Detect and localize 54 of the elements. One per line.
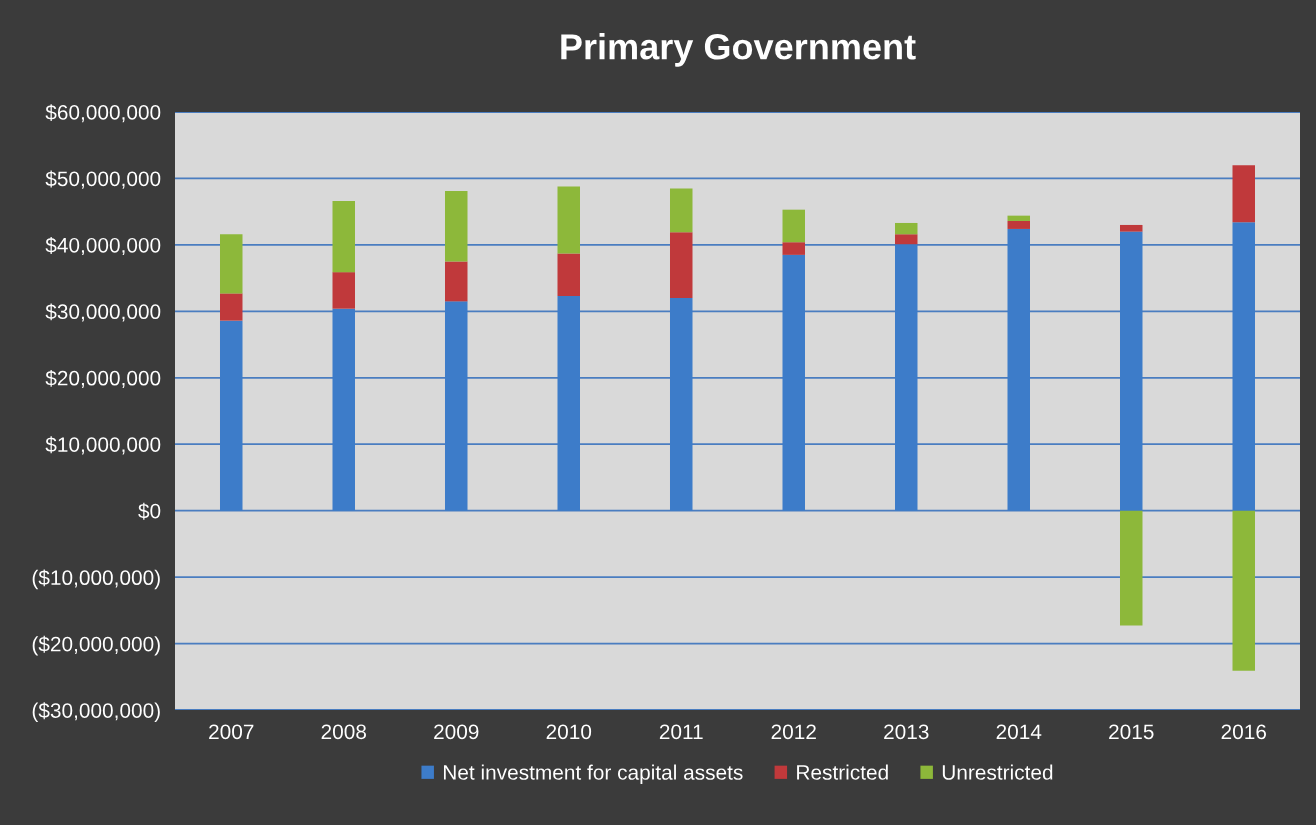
bar: [782, 254, 805, 511]
y-tick-label: $20,000,000: [45, 369, 161, 388]
y-tick-label: $40,000,000: [45, 237, 161, 256]
x-tick-label: 2007: [209, 724, 254, 740]
y-tick-label: $10,000,000: [45, 436, 161, 455]
bar: [1120, 510, 1143, 626]
bar: [1007, 228, 1030, 511]
bar: [445, 301, 468, 511]
bar: [445, 261, 468, 302]
bar: [557, 186, 580, 254]
x-tick-label: 2010: [546, 724, 592, 740]
bar: [895, 222, 918, 235]
x-tick-label: 2009: [434, 724, 479, 740]
bar: [1007, 215, 1030, 221]
legend-label: Net investment for capital assets: [443, 764, 743, 784]
bar: [332, 272, 355, 309]
y-tick-label: ($10,000,000): [32, 569, 160, 590]
bar: [782, 209, 805, 243]
bar: [1007, 220, 1030, 229]
x-tick-label: 2015: [1109, 724, 1154, 740]
bar: [445, 191, 468, 262]
bar: [220, 234, 243, 294]
bar: [220, 293, 243, 321]
chart-title: Primary Government: [561, 33, 916, 67]
x-tick-label: 2012: [771, 724, 816, 740]
y-tick-label: ($20,000,000): [32, 635, 160, 656]
bar: [1232, 165, 1255, 223]
bar: [670, 188, 693, 233]
bar: [557, 296, 580, 511]
x-tick-label: 2013: [884, 724, 929, 740]
bar: [895, 234, 918, 245]
y-tick-label: $30,000,000: [45, 303, 161, 322]
y-tick-label: $60,000,000: [45, 104, 161, 123]
bar: [670, 232, 693, 299]
bar: [1232, 222, 1255, 511]
legend-label: Unrestricted: [942, 764, 1053, 780]
y-tick-label: $0: [138, 502, 161, 520]
y-tick-label: ($30,000,000): [32, 702, 160, 723]
x-tick-label: 2011: [659, 724, 703, 740]
bar: [557, 253, 580, 297]
x-tick-label: 2008: [321, 724, 367, 740]
y-tick-label: $50,000,000: [45, 170, 161, 189]
bar: [1232, 510, 1255, 671]
x-tick-label: 2014: [996, 724, 1042, 740]
bar: [332, 308, 355, 511]
legend-label: Restricted: [797, 764, 888, 780]
bar: [782, 242, 805, 255]
bar: [1120, 224, 1143, 232]
bar: [220, 320, 243, 511]
bar: [332, 201, 355, 273]
bar: [1120, 231, 1143, 511]
bar: [670, 298, 693, 511]
bar: [895, 244, 918, 511]
x-tick-label: 2016: [1221, 724, 1267, 740]
